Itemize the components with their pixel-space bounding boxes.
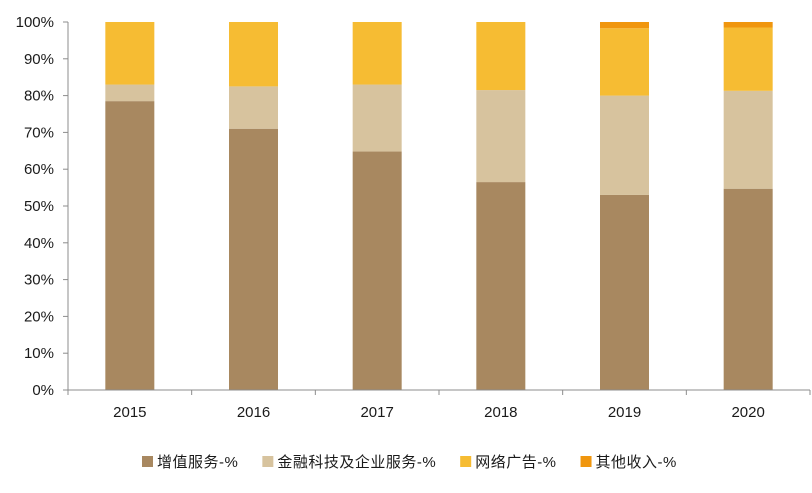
bar-segment-2020-series-1 — [723, 90, 773, 189]
bar-segment-2018-series-2 — [476, 22, 526, 91]
bar-segment-2019-series-1 — [600, 95, 649, 195]
y-tick-label: 40% — [24, 235, 54, 252]
y-tick-label: 90% — [24, 51, 54, 68]
y-tick-label: 10% — [24, 345, 54, 362]
bar-segment-2016-series-1 — [229, 86, 278, 129]
legend-item-1: 金融科技及企业服务-% — [262, 453, 436, 471]
bar-segment-2020-series-2 — [723, 27, 773, 91]
bars-layer — [105, 22, 773, 391]
y-tick-label: 30% — [24, 272, 54, 289]
legend-item-0: 增值服务-% — [142, 454, 238, 471]
bar-segment-2016-series-0 — [229, 128, 278, 390]
x-tick-label: 2017 — [360, 404, 393, 421]
y-tick-label: 60% — [24, 161, 54, 178]
bar-segment-2019-series-0 — [600, 194, 649, 390]
legend-swatch — [262, 456, 274, 467]
legend-item-2: 网络广告-% — [460, 454, 556, 471]
x-tick-label: 2019 — [608, 404, 641, 421]
axes-layer — [67, 22, 810, 391]
bar-segment-2020-series-3 — [723, 22, 773, 28]
legend-swatch — [142, 456, 153, 467]
legend-swatch — [460, 456, 472, 467]
bar-segment-2015-series-1 — [105, 84, 155, 102]
y-tick-label: 70% — [24, 124, 54, 141]
legend-swatch — [580, 456, 592, 467]
y-tick-labels: 0% 10% 20% 30% 40% 50% 60% 70% 80% 90% 100% — [16, 14, 68, 399]
bar-segment-2017-series-0 — [352, 151, 402, 390]
legend-label: 金融科技及企业服务-% — [277, 453, 436, 471]
x-tick-labels: 2015 2016 2017 2018 2019 2020 — [67, 390, 811, 421]
y-tick-label: 80% — [24, 88, 54, 105]
legend-label: 其他收入-% — [596, 454, 677, 471]
x-tick-label: 2018 — [484, 404, 517, 421]
legend-item-3: 其他收入-% — [580, 454, 677, 471]
bar-segment-2015-series-2 — [105, 22, 155, 85]
x-tick-label: 2020 — [731, 404, 764, 421]
y-tick-label: 100% — [16, 14, 54, 31]
y-tick-label: 50% — [24, 198, 54, 215]
x-tick-label: 2016 — [237, 404, 270, 421]
bar-segment-2015-series-0 — [105, 101, 155, 391]
bar-segment-2019-series-3 — [600, 22, 649, 29]
bar-segment-2019-series-2 — [600, 28, 649, 96]
bar-segment-2018-series-1 — [476, 90, 526, 183]
bar-segment-2018-series-0 — [476, 182, 526, 390]
y-tick-label: 0% — [32, 382, 54, 399]
legend-label: 网络广告-% — [475, 454, 556, 471]
bar-segment-2016-series-2 — [229, 22, 278, 87]
y-tick-label: 20% — [24, 308, 54, 325]
bar-segment-2020-series-0 — [723, 188, 773, 390]
x-tick-label: 2015 — [113, 404, 146, 421]
bar-segment-2017-series-1 — [352, 84, 402, 152]
bar-segment-2017-series-2 — [352, 22, 402, 85]
legend: 增值服务-% 金融科技及企业服务-% 网络广告-% 其他收入-% — [142, 453, 677, 471]
legend-label: 增值服务-% — [157, 454, 238, 471]
